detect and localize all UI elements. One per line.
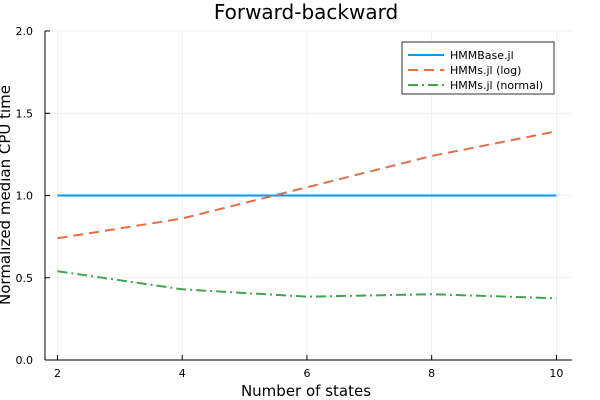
x-axis-label: Number of states bbox=[241, 382, 371, 400]
x-tick-label: 10 bbox=[549, 367, 563, 380]
y-axis-label: Normalized median CPU time bbox=[0, 85, 14, 305]
series bbox=[57, 130, 557, 300]
series-line-1 bbox=[57, 130, 557, 240]
ticks: 2 4 6 8 10 0.0 0.5 1.0 1.5 2.0 bbox=[16, 25, 564, 380]
y-tick-label: 0.0 bbox=[16, 354, 34, 367]
legend-box bbox=[401, 41, 555, 95]
x-tick-label: 4 bbox=[179, 367, 186, 380]
legend: HMMBase.jl HMMs.jl (log) HMMs.jl (normal) bbox=[401, 41, 555, 95]
x-tick-label: 2 bbox=[54, 367, 61, 380]
legend-entry-label: HMMs.jl (log) bbox=[450, 64, 521, 77]
y-tick-label: 0.5 bbox=[16, 272, 34, 285]
series-line-2 bbox=[57, 270, 557, 300]
chart-title: Forward-backward bbox=[214, 0, 398, 24]
y-tick-label: 1.5 bbox=[16, 107, 34, 120]
x-tick-label: 8 bbox=[428, 367, 435, 380]
y-tick-label: 1.0 bbox=[16, 190, 34, 203]
x-tick-label: 6 bbox=[303, 367, 310, 380]
legend-entry-label: HMMs.jl (normal) bbox=[450, 79, 543, 92]
legend-entry-label: HMMBase.jl bbox=[450, 49, 514, 62]
y-tick-label: 2.0 bbox=[16, 25, 34, 38]
